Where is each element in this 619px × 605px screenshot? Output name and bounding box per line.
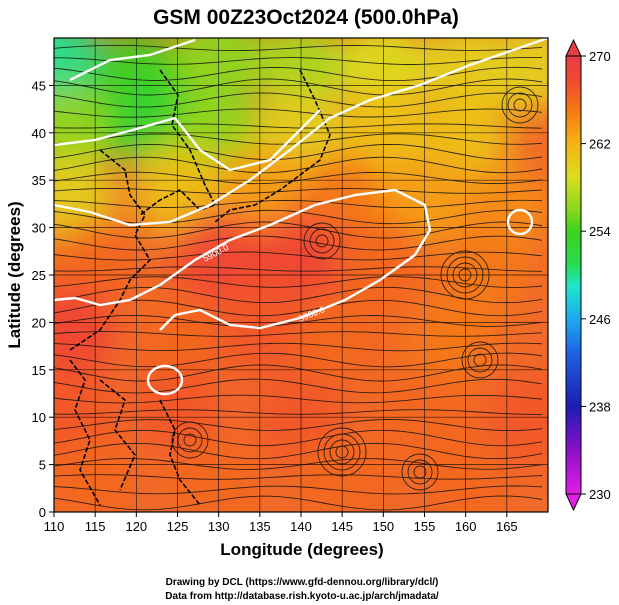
figure: GSM 00Z23Oct2024 (500.0hPa) 5900.0 5900.…: [0, 0, 619, 605]
x-tick-label-160: 160: [455, 519, 477, 534]
x-tick-label-145: 145: [331, 519, 353, 534]
x-tick-label-150: 150: [372, 519, 394, 534]
field-sample-6: [486, 20, 578, 112]
y-tick-label-15: 15: [32, 363, 46, 378]
y-tick-label-30: 30: [32, 221, 46, 236]
x-tick-label-125: 125: [167, 519, 189, 534]
x-tick-label-140: 140: [290, 519, 312, 534]
y-tick-label-20: 20: [32, 315, 46, 330]
colorbar-tick-label-246: 246: [589, 312, 611, 327]
x-tick-label-130: 130: [208, 519, 230, 534]
y-tick-label-45: 45: [32, 78, 46, 93]
colorbar-tick-label-270: 270: [589, 49, 611, 64]
colorbar-tick-label-230: 230: [589, 487, 611, 502]
y-tick-label-40: 40: [32, 126, 46, 141]
chart-title: GSM 00Z23Oct2024 (500.0hPa): [153, 6, 459, 29]
y-tick-label-35: 35: [32, 173, 46, 188]
colorbar-ticks: 230 238 246 254 262 270: [581, 49, 611, 502]
y-tick-label-0: 0: [39, 505, 46, 520]
colorbar-min-arrow: [566, 494, 581, 510]
plot-area: [8, 11, 578, 530]
colorbar-tick-label-262: 262: [589, 137, 611, 152]
y-axis-label: Latitude (degrees): [5, 201, 24, 348]
x-tick-label-120: 120: [125, 519, 147, 534]
y-tick-label-5: 5: [39, 458, 46, 473]
colorbar-scale: [566, 56, 581, 494]
x-tick-label-135: 135: [249, 519, 271, 534]
x-axis-ticks: 110 115 120 125 130 135 140 145 150 155 160 165: [44, 512, 518, 534]
y-tick-label-10: 10: [32, 410, 46, 425]
credit-line-1: Drawing by DCL (https://www.gfd-dennou.o…: [166, 577, 439, 588]
y-tick-label-25: 25: [32, 268, 46, 283]
x-tick-label-165: 165: [496, 519, 518, 534]
x-tick-label-155: 155: [414, 519, 436, 534]
x-tick-label-115: 115: [85, 519, 106, 534]
colorbar-tick-label-238: 238: [589, 399, 611, 414]
colorbar-tick-label-254: 254: [589, 224, 611, 239]
colorbar-max-arrow: [566, 40, 581, 56]
temperature-field: [8, 11, 578, 530]
x-axis-label: Longitude (degrees): [220, 540, 383, 559]
credit-line-2: Data from http://database.rish.kyoto-u.a…: [165, 591, 439, 602]
x-tick-label-110: 110: [44, 519, 65, 534]
colorbar: 230 238 246 254 262 270: [566, 40, 611, 510]
y-axis-ticks: 0 5 10 15 20 25 30 35 40 45: [32, 78, 54, 520]
